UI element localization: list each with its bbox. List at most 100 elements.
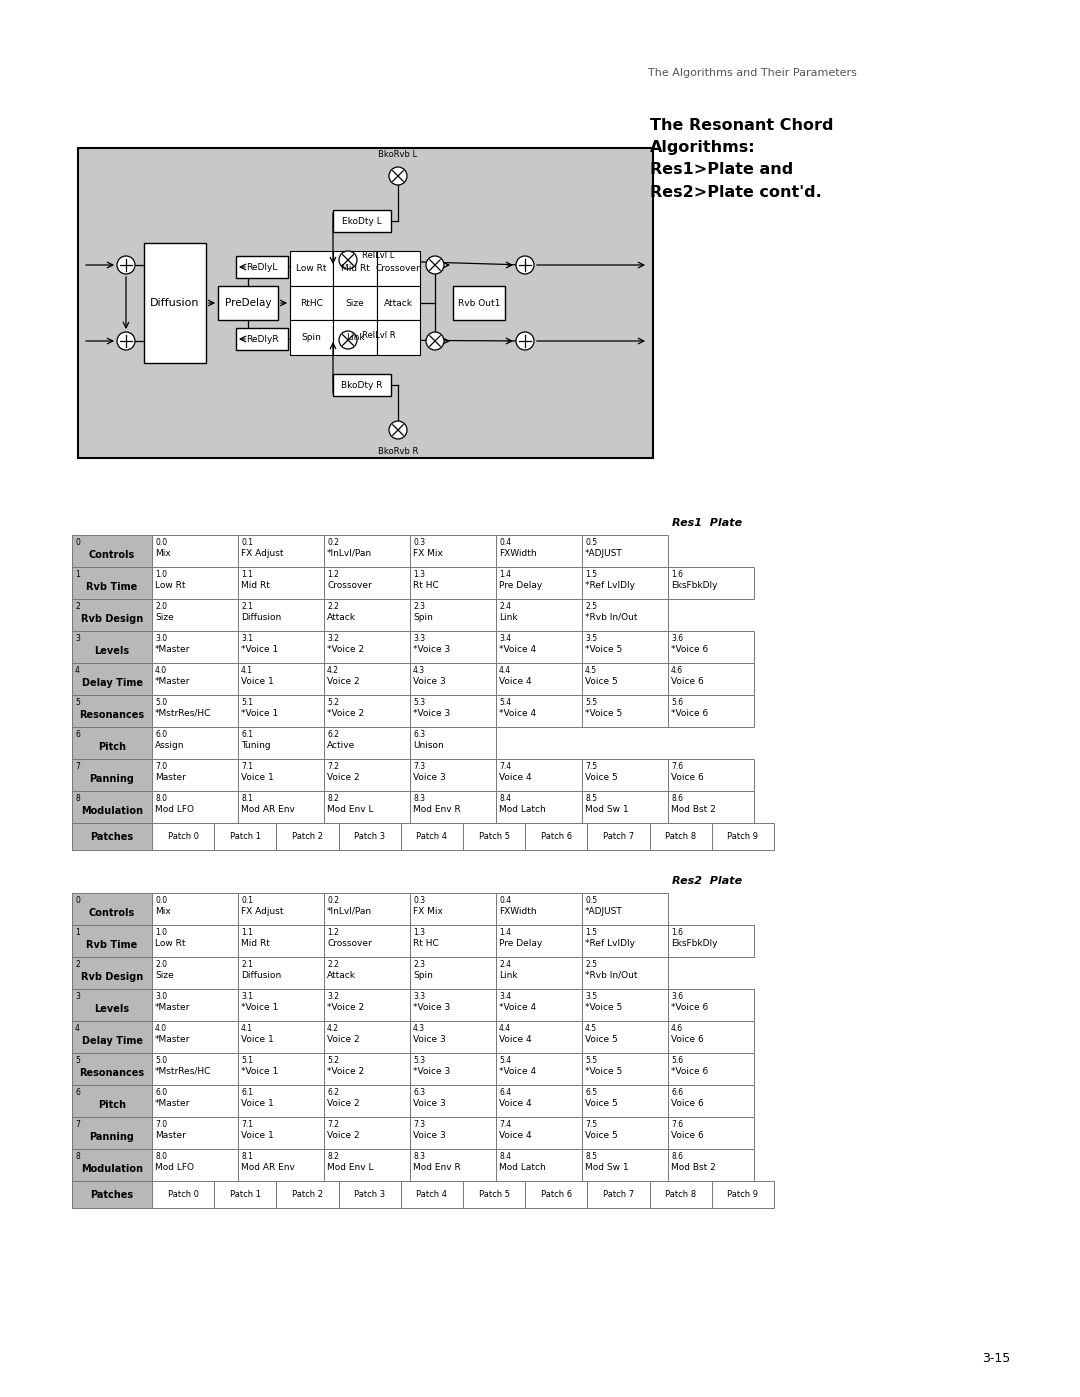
Bar (410, 1148, 496, 1180)
Text: 0.2: 0.2 (327, 538, 339, 548)
Text: 4.0: 4.0 (156, 1024, 167, 1032)
Bar (582, 631, 669, 664)
Bar (324, 989, 410, 1021)
Text: Link: Link (499, 971, 517, 981)
Bar (453, 286, 505, 320)
Bar (152, 535, 238, 567)
Text: 0.4: 0.4 (499, 895, 511, 905)
Bar (152, 893, 238, 925)
Text: 0.1: 0.1 (241, 538, 253, 548)
Text: Panning: Panning (90, 774, 134, 784)
Bar (410, 567, 496, 599)
Bar (669, 664, 754, 694)
Text: FX Mix: FX Mix (413, 907, 443, 916)
Bar (410, 1085, 496, 1118)
Circle shape (389, 420, 407, 439)
Bar (496, 893, 582, 925)
Text: Mod AR Env: Mod AR Env (241, 805, 295, 814)
Text: 1.2: 1.2 (327, 570, 339, 578)
Text: Levels: Levels (94, 1004, 130, 1014)
Text: Voice 6: Voice 6 (671, 1132, 704, 1140)
Bar (238, 925, 324, 957)
Text: 5.4: 5.4 (499, 1056, 511, 1065)
Text: Patch 7: Patch 7 (603, 1190, 634, 1199)
Text: Mix: Mix (156, 907, 171, 916)
Bar (238, 694, 324, 726)
Text: 8.3: 8.3 (413, 793, 426, 803)
Text: 8.3: 8.3 (413, 1153, 426, 1161)
Bar (324, 631, 410, 664)
Bar (496, 664, 582, 694)
Bar (324, 957, 410, 989)
Text: 3.5: 3.5 (585, 634, 597, 643)
Text: Pre Delay: Pre Delay (499, 581, 542, 590)
Text: 7.1: 7.1 (241, 761, 253, 771)
Text: Voice 4: Voice 4 (499, 773, 531, 782)
Text: Spin: Spin (301, 332, 322, 342)
Bar (276, 823, 339, 849)
Text: Rvb Time: Rvb Time (86, 940, 137, 950)
Text: Patches: Patches (91, 1189, 134, 1200)
Bar (152, 631, 238, 664)
Bar (669, 567, 754, 599)
Bar (72, 823, 152, 849)
Text: Mod LFO: Mod LFO (156, 1162, 194, 1172)
Text: ReDlyR: ReDlyR (245, 334, 279, 344)
Bar (238, 567, 324, 599)
Circle shape (339, 251, 357, 270)
Bar (582, 1053, 669, 1085)
Text: Patch 0: Patch 0 (167, 833, 199, 841)
Text: 4.4: 4.4 (499, 666, 511, 675)
Text: 8.6: 8.6 (671, 793, 683, 803)
Text: *Voice 2: *Voice 2 (327, 645, 364, 654)
Text: Diffusion: Diffusion (241, 971, 281, 981)
Bar (496, 759, 582, 791)
Text: Tuning: Tuning (241, 740, 271, 750)
Bar (669, 791, 754, 823)
Text: 1: 1 (75, 928, 80, 937)
Text: *Voice 4: *Voice 4 (499, 710, 536, 718)
Bar (496, 1053, 582, 1085)
Bar (582, 1148, 669, 1180)
Text: Panning: Panning (90, 1132, 134, 1141)
Bar (401, 1180, 463, 1208)
Text: Low Rt: Low Rt (156, 581, 186, 590)
Bar (582, 1021, 669, 1053)
Text: Patch 3: Patch 3 (354, 1190, 386, 1199)
Text: Rvb Out1: Rvb Out1 (458, 299, 500, 307)
Text: Mod Sw 1: Mod Sw 1 (585, 805, 629, 814)
Circle shape (339, 331, 357, 349)
Bar (238, 535, 324, 567)
Bar (152, 726, 238, 759)
Text: Delay Time: Delay Time (81, 1037, 143, 1046)
Bar (238, 1085, 324, 1118)
Bar (152, 791, 238, 823)
Text: RelLvl R: RelLvl R (362, 331, 395, 341)
Text: 6: 6 (75, 731, 80, 739)
Bar (410, 726, 496, 759)
Bar (333, 374, 391, 395)
Text: 2.2: 2.2 (327, 602, 339, 610)
Bar (152, 759, 238, 791)
Text: Patches: Patches (91, 831, 134, 841)
Text: 2.4: 2.4 (499, 602, 511, 610)
Text: 7.0: 7.0 (156, 761, 167, 771)
Text: *Master: *Master (156, 645, 190, 654)
Bar (291, 320, 334, 355)
Text: FX Mix: FX Mix (413, 549, 443, 557)
Text: Attack: Attack (327, 971, 356, 981)
Text: 1.6: 1.6 (671, 928, 683, 937)
Text: 3.6: 3.6 (671, 992, 684, 1002)
Text: Voice 6: Voice 6 (671, 1099, 704, 1108)
Text: Voice 4: Voice 4 (499, 678, 531, 686)
Bar (152, 1180, 214, 1208)
Text: 5.1: 5.1 (241, 1056, 253, 1065)
Bar (669, 1118, 754, 1148)
Text: Patch 1: Patch 1 (230, 1190, 260, 1199)
Text: Voice 2: Voice 2 (327, 1035, 360, 1044)
Text: Link: Link (346, 332, 364, 342)
Text: 8.0: 8.0 (156, 1153, 167, 1161)
Text: 7: 7 (75, 761, 80, 771)
Text: 7.6: 7.6 (671, 761, 684, 771)
Text: 4.5: 4.5 (585, 1024, 597, 1032)
